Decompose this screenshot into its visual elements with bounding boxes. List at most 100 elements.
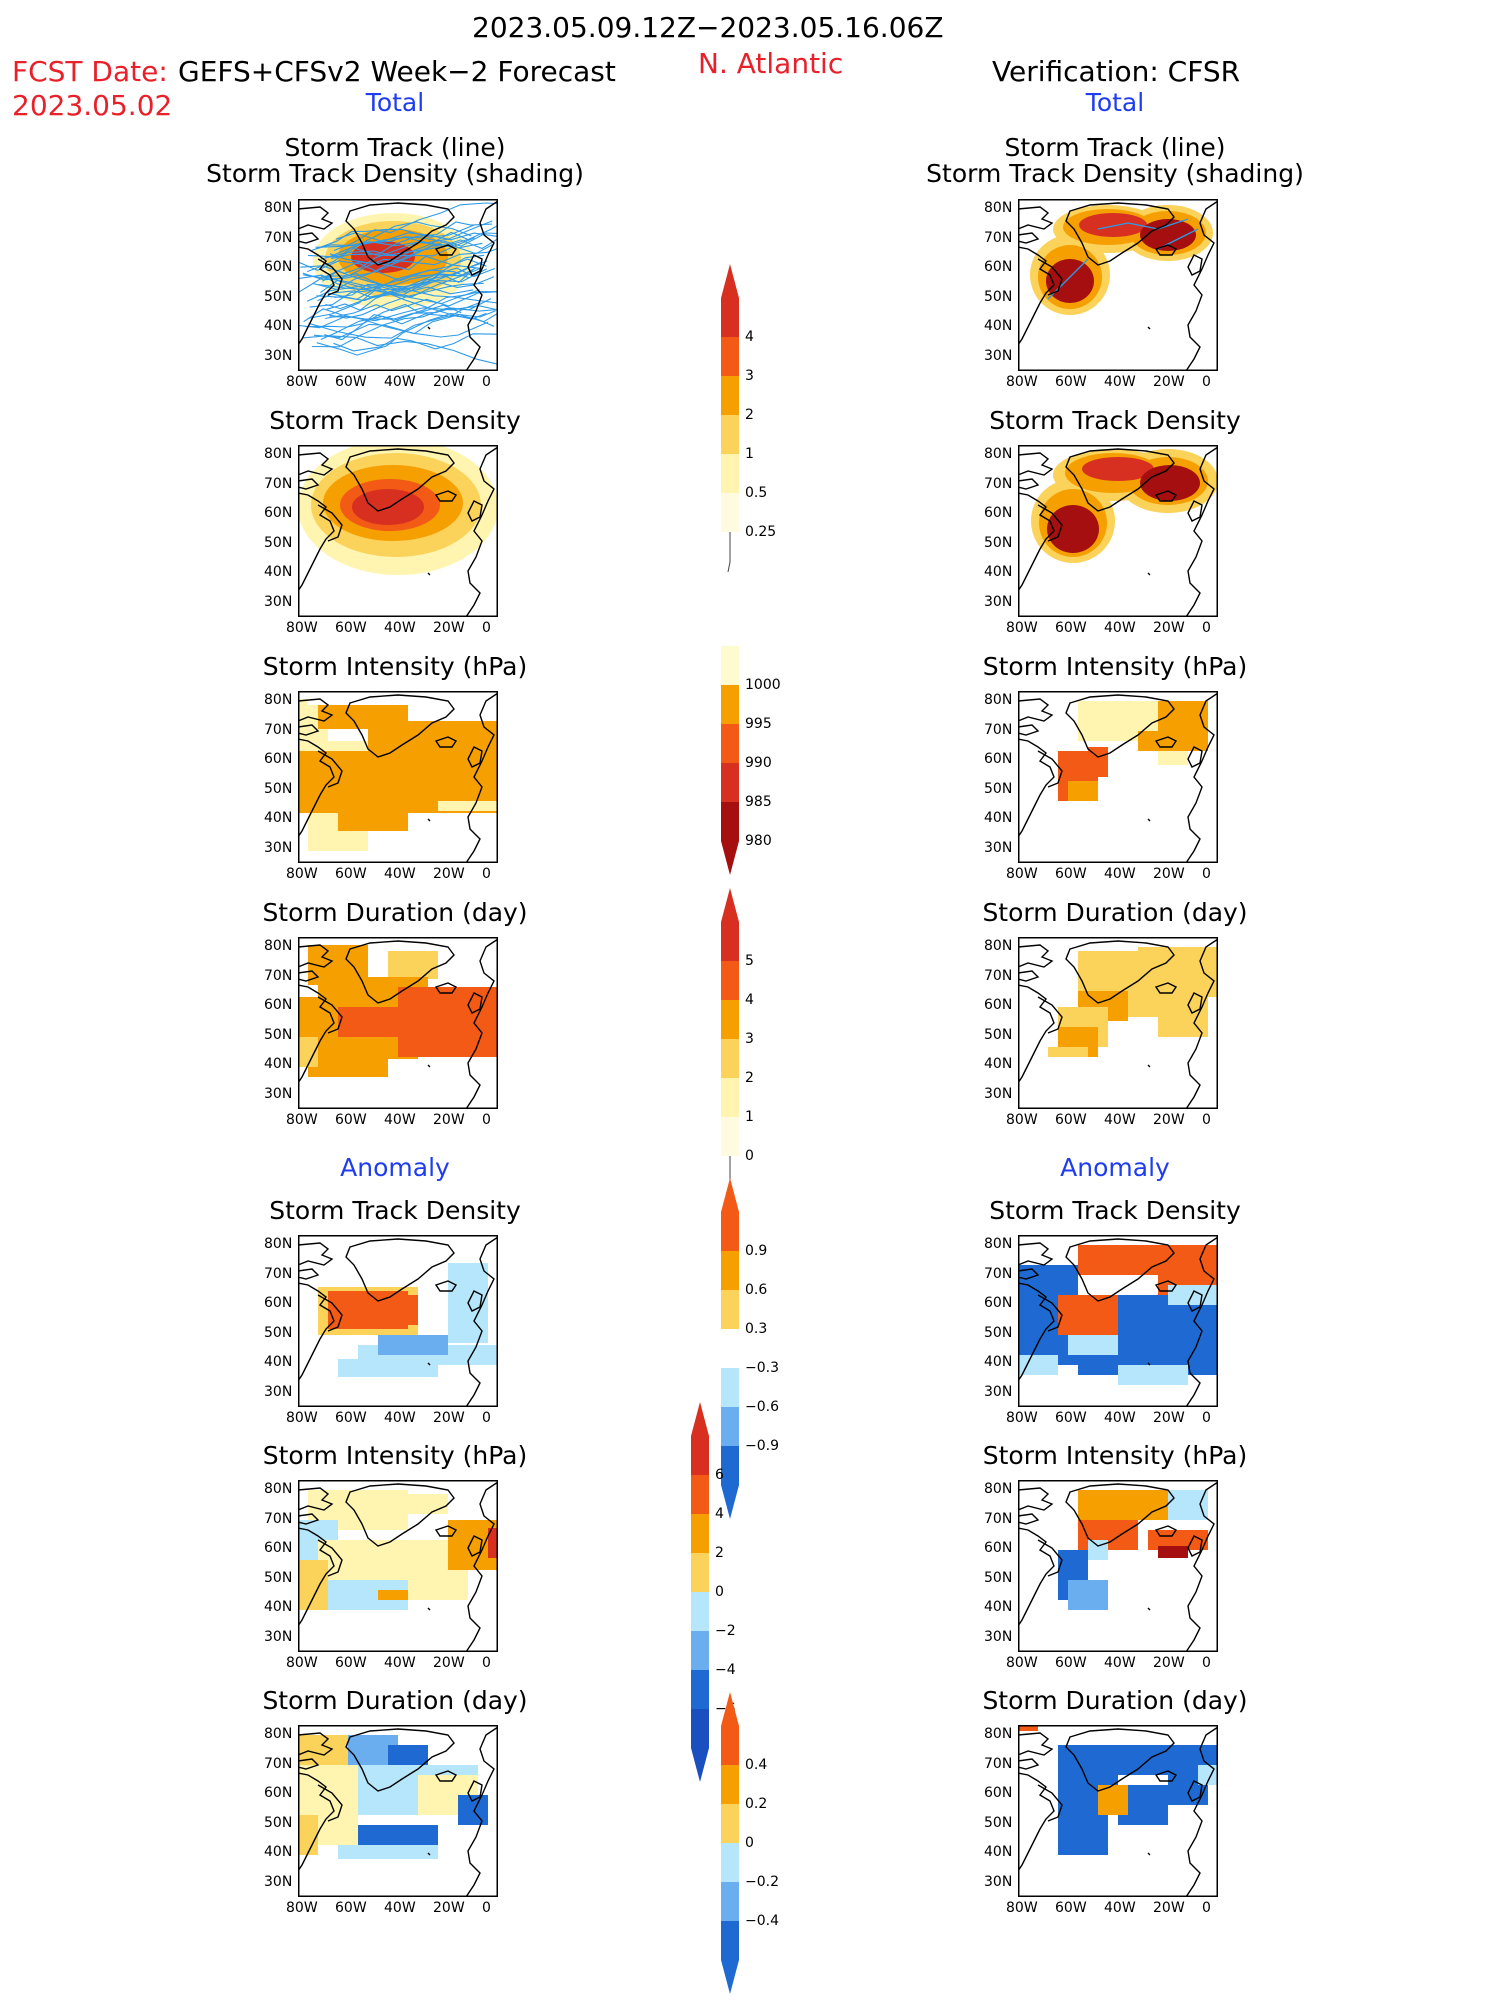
- lon-tick-label: 60W: [335, 1112, 367, 1128]
- colorbar-segment: [721, 1212, 739, 1251]
- lon-tick-label: 20W: [433, 1410, 465, 1426]
- coastline: [1018, 1236, 1218, 1407]
- colorbar-segment: [721, 298, 739, 337]
- colorbar-segment: [691, 1514, 709, 1553]
- lon-tick-label: 0: [1202, 1410, 1211, 1426]
- lat-tick-label: 80N: [984, 446, 1013, 462]
- colorbar-label: 0: [745, 1835, 754, 1851]
- coastline: [1018, 938, 1218, 1109]
- lon-tick-label: 40W: [384, 866, 416, 882]
- colorbar-segment: [721, 493, 739, 532]
- colorbar-segment: [691, 1709, 709, 1748]
- lon-tick-label: 40W: [1104, 1655, 1136, 1671]
- lat-tick-label: 70N: [984, 721, 1013, 738]
- colorbar-segment: [721, 1329, 739, 1368]
- map-frame: [298, 445, 498, 617]
- lon-tick-label: 0: [482, 1655, 491, 1671]
- colorbar-segment: [721, 1407, 739, 1446]
- lon-tick-label: 20W: [1153, 1112, 1185, 1128]
- lat-tick-label: 30N: [984, 1085, 1013, 1102]
- lat-tick-label: 40N: [264, 1056, 293, 1072]
- right-duration-title: Storm Duration (day): [982, 898, 1248, 927]
- lon-tick-label: 60W: [335, 1410, 367, 1426]
- lon-tick-label: 80W: [1006, 620, 1038, 636]
- lon-tick-label: 20W: [433, 620, 465, 636]
- intensity-field: [298, 699, 498, 851]
- lon-tick-label: 60W: [1055, 866, 1087, 882]
- right-total-heading: Total: [1085, 88, 1145, 117]
- map-frame: [298, 937, 498, 1109]
- lon-tick-label: 20W: [1153, 374, 1185, 390]
- storm-track-lines: [298, 202, 498, 365]
- right-anom-duration-title: Storm Duration (day): [982, 1686, 1248, 1715]
- lat-tick-label: 30N: [264, 347, 293, 364]
- lat-tick-label: 50N: [984, 1814, 1013, 1831]
- lat-tick-label: 50N: [984, 534, 1013, 551]
- lat-tick-label: 70N: [984, 229, 1013, 246]
- lon-tick-label: 0: [1202, 1655, 1211, 1671]
- lat-tick-label: 40N: [984, 810, 1013, 826]
- coastline: [298, 1481, 498, 1652]
- fcst-date-label: FCST Date:: [12, 55, 168, 88]
- right-anom-intensity-title: Storm Intensity (hPa): [982, 1441, 1248, 1470]
- lon-tick-label: 40W: [384, 1112, 416, 1128]
- coastline: [1018, 1481, 1218, 1652]
- colorbar-label: 0.4: [745, 1757, 768, 1773]
- lat-tick-label: 40N: [984, 1056, 1013, 1072]
- lon-tick-label: 40W: [384, 1900, 416, 1916]
- lon-tick-label: 80W: [286, 866, 318, 882]
- colorbar-segment: [721, 454, 739, 493]
- right-density-map: [1018, 445, 1218, 617]
- lat-tick-label: 60N: [984, 997, 1013, 1013]
- left-intensity-title: Storm Intensity (hPa): [262, 652, 528, 681]
- colorbar-label: 2: [715, 1545, 724, 1561]
- left-track-map: [298, 199, 498, 371]
- lon-tick-label: 60W: [335, 1655, 367, 1671]
- colorbar-label: 0.25: [745, 524, 777, 540]
- colorbar-segment: [721, 1078, 739, 1117]
- colorbar-segment: [721, 922, 739, 961]
- lon-tick-label: 20W: [1153, 1410, 1185, 1426]
- lon-tick-label: 20W: [1153, 1655, 1185, 1671]
- lon-tick-label: 0: [482, 374, 491, 390]
- lat-tick-label: 40N: [264, 810, 293, 826]
- colorbar-segment: [721, 961, 739, 1000]
- colorbar-segment: [721, 376, 739, 415]
- right-intensity-map: [1018, 691, 1218, 863]
- lon-tick-label: 0: [1202, 866, 1211, 882]
- lat-tick-label: 40N: [264, 1599, 293, 1615]
- lon-tick-label: 20W: [1153, 1900, 1185, 1916]
- left-density-map: [298, 445, 498, 617]
- lon-tick-label: 80W: [286, 1112, 318, 1128]
- colorbar-arrow-top: [721, 1692, 739, 1726]
- right-anomaly-heading: Anomaly: [1060, 1153, 1170, 1182]
- lat-tick-label: 80N: [264, 446, 293, 462]
- colorbar-label: 0.2: [745, 1796, 768, 1812]
- colorbar-label: 985: [745, 794, 772, 810]
- lon-tick-label: 40W: [1104, 374, 1136, 390]
- duration-field: [1048, 947, 1218, 1057]
- lon-tick-label: 60W: [1055, 1655, 1087, 1671]
- map-frame: [1018, 445, 1218, 617]
- colorbar-segment: [691, 1592, 709, 1631]
- lat-tick-label: 80N: [984, 938, 1013, 954]
- colorbar-label: 1: [745, 446, 754, 462]
- colorbar-segment: [721, 1368, 739, 1407]
- right-duration-map: [1018, 937, 1218, 1109]
- left-total-heading: Total: [365, 88, 425, 117]
- colorbar-segment: [721, 763, 739, 802]
- map-frame: [1018, 1480, 1218, 1652]
- density-shading: [298, 445, 498, 575]
- anom-density-field: [1018, 1245, 1218, 1385]
- colorbar-segment: [721, 1882, 739, 1921]
- map-frame: [298, 1480, 498, 1652]
- lon-tick-label: 80W: [1006, 374, 1038, 390]
- lon-tick-label: 80W: [1006, 1900, 1038, 1916]
- lat-tick-label: 30N: [984, 347, 1013, 364]
- colorbar-anom-intensity: [691, 1402, 709, 1782]
- colorbar-anom-density: [721, 1178, 739, 1519]
- lat-tick-label: 70N: [984, 967, 1013, 984]
- lat-tick-label: 30N: [984, 1628, 1013, 1645]
- lat-tick-label: 30N: [264, 839, 293, 856]
- lon-tick-label: 40W: [384, 374, 416, 390]
